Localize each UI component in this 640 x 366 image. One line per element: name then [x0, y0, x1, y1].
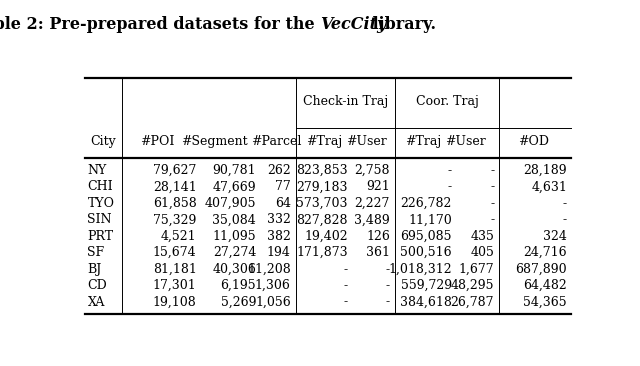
- Text: 695,085: 695,085: [401, 230, 452, 243]
- Text: 1,306: 1,306: [255, 279, 291, 292]
- Text: 19,402: 19,402: [304, 230, 348, 243]
- Text: 17,301: 17,301: [153, 279, 196, 292]
- Text: 823,853: 823,853: [296, 164, 348, 177]
- Text: BJ: BJ: [88, 263, 102, 276]
- Text: 226,782: 226,782: [401, 197, 452, 210]
- Text: 4,631: 4,631: [531, 180, 567, 193]
- Text: 48,295: 48,295: [451, 279, 494, 292]
- Text: Coor. Traj: Coor. Traj: [415, 95, 479, 108]
- Text: 384,618: 384,618: [400, 296, 452, 309]
- Text: -: -: [490, 164, 494, 177]
- Text: 75,329: 75,329: [153, 213, 196, 226]
- Text: -: -: [448, 180, 452, 193]
- Text: 126: 126: [366, 230, 390, 243]
- Text: TYO: TYO: [88, 197, 115, 210]
- Text: -: -: [490, 197, 494, 210]
- Text: Check-in Traj: Check-in Traj: [303, 95, 388, 108]
- Text: 262: 262: [267, 164, 291, 177]
- Text: library.: library.: [367, 16, 436, 33]
- Text: 279,183: 279,183: [296, 180, 348, 193]
- Text: -: -: [386, 279, 390, 292]
- Text: 27,274: 27,274: [212, 246, 256, 259]
- Text: 171,873: 171,873: [296, 246, 348, 259]
- Text: 194: 194: [267, 246, 291, 259]
- Text: 79,627: 79,627: [153, 164, 196, 177]
- Text: 64,482: 64,482: [524, 279, 567, 292]
- Text: 332: 332: [267, 213, 291, 226]
- Text: -: -: [344, 279, 348, 292]
- Text: City: City: [91, 135, 116, 148]
- Text: 11,095: 11,095: [212, 230, 256, 243]
- Text: 24,716: 24,716: [524, 246, 567, 259]
- Text: 687,890: 687,890: [515, 263, 567, 276]
- Text: #User: #User: [445, 135, 486, 148]
- Text: 40,306: 40,306: [212, 263, 256, 276]
- Text: 573,703: 573,703: [296, 197, 348, 210]
- Text: 921: 921: [366, 180, 390, 193]
- Text: 6,195: 6,195: [220, 279, 256, 292]
- Text: 81,181: 81,181: [153, 263, 196, 276]
- Text: -: -: [344, 263, 348, 276]
- Text: 19,108: 19,108: [153, 296, 196, 309]
- Text: 361: 361: [366, 246, 390, 259]
- Text: -: -: [448, 164, 452, 177]
- Text: 11,208: 11,208: [247, 263, 291, 276]
- Text: -: -: [344, 296, 348, 309]
- Text: 4,521: 4,521: [161, 230, 196, 243]
- Text: 382: 382: [267, 230, 291, 243]
- Text: 61,858: 61,858: [153, 197, 196, 210]
- Text: -: -: [490, 180, 494, 193]
- Text: 15,674: 15,674: [153, 246, 196, 259]
- Text: 28,141: 28,141: [153, 180, 196, 193]
- Text: -: -: [386, 296, 390, 309]
- Text: #Segment: #Segment: [180, 135, 247, 148]
- Text: 1,056: 1,056: [255, 296, 291, 309]
- Text: PRT: PRT: [88, 230, 113, 243]
- Text: #Traj: #Traj: [405, 135, 442, 148]
- Text: 77: 77: [275, 180, 291, 193]
- Text: 1,018,312: 1,018,312: [388, 263, 452, 276]
- Text: Table 2: Pre-prepared datasets for the: Table 2: Pre-prepared datasets for the: [0, 16, 320, 33]
- Text: -: -: [490, 213, 494, 226]
- Text: 500,516: 500,516: [401, 246, 452, 259]
- Text: 64: 64: [275, 197, 291, 210]
- Text: 2,758: 2,758: [355, 164, 390, 177]
- Text: 54,365: 54,365: [524, 296, 567, 309]
- Text: 26,787: 26,787: [451, 296, 494, 309]
- Text: SIN: SIN: [88, 213, 112, 226]
- Text: XA: XA: [88, 296, 105, 309]
- Text: 35,084: 35,084: [212, 213, 256, 226]
- Text: 2,227: 2,227: [355, 197, 390, 210]
- Text: 11,170: 11,170: [408, 213, 452, 226]
- Text: 324: 324: [543, 230, 567, 243]
- Text: 435: 435: [470, 230, 494, 243]
- Text: VecCity: VecCity: [320, 16, 387, 33]
- Text: #OD: #OD: [518, 135, 549, 148]
- Text: SF: SF: [88, 246, 104, 259]
- Text: 3,489: 3,489: [355, 213, 390, 226]
- Text: #POI: #POI: [140, 135, 174, 148]
- Text: #User: #User: [346, 135, 387, 148]
- Text: 407,905: 407,905: [205, 197, 256, 210]
- Text: 47,669: 47,669: [212, 180, 256, 193]
- Text: 405: 405: [470, 246, 494, 259]
- Text: 5,269: 5,269: [221, 296, 256, 309]
- Text: -: -: [386, 263, 390, 276]
- Text: 1,677: 1,677: [458, 263, 494, 276]
- Text: -: -: [563, 213, 567, 226]
- Text: 559,729: 559,729: [401, 279, 452, 292]
- Text: 827,828: 827,828: [296, 213, 348, 226]
- Text: -: -: [563, 197, 567, 210]
- Text: #Parcel: #Parcel: [251, 135, 301, 148]
- Text: CHI: CHI: [88, 180, 113, 193]
- Text: 28,189: 28,189: [524, 164, 567, 177]
- Text: 90,781: 90,781: [212, 164, 256, 177]
- Text: #Traj: #Traj: [306, 135, 342, 148]
- Text: NY: NY: [88, 164, 107, 177]
- Text: CD: CD: [88, 279, 107, 292]
